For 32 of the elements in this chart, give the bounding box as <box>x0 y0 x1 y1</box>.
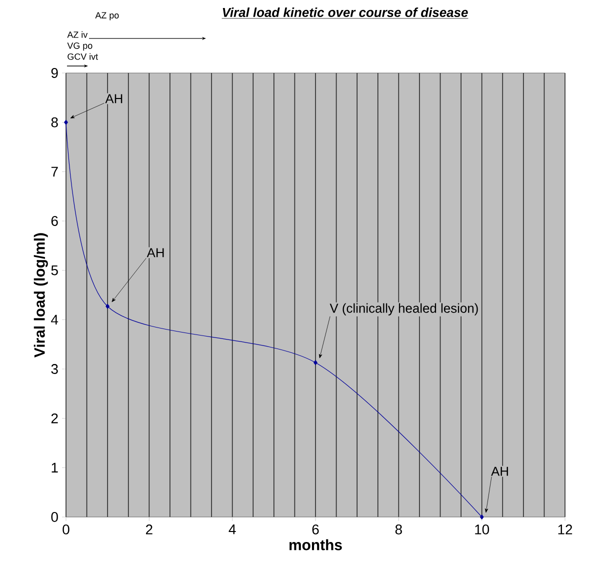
annotation: V (clinically healed lesion) <box>330 303 478 316</box>
point <box>314 360 318 366</box>
text: AZ iv <box>67 31 88 38</box>
text: VG po <box>67 42 92 51</box>
x-tick-label: 8 <box>395 524 402 534</box>
y-axis-title: Viral load (log/ml) <box>34 233 48 358</box>
y-tick-label: 4 <box>51 314 58 324</box>
chart-title: Viral load kinetic over course of disease <box>222 8 468 18</box>
annotation: AH <box>146 248 164 258</box>
y-tick-label: 3 <box>51 364 58 374</box>
text: AZ po <box>95 12 119 20</box>
y-tick-label: 6 <box>51 216 58 226</box>
y-tick-label: 8 <box>51 117 58 128</box>
y-tick-label: 9 <box>51 68 58 78</box>
x-tick-label: 0 <box>62 524 70 534</box>
x-tick-label: 10 <box>475 524 490 534</box>
x-axis-title: months <box>290 539 342 550</box>
annotation: AH <box>105 94 122 104</box>
text: GCV ivt <box>68 53 98 60</box>
annotation: AH <box>491 466 508 476</box>
x-tick-label: 6 <box>312 524 319 534</box>
x-tick-label: 2 <box>146 524 152 534</box>
point <box>480 514 484 520</box>
y-tick-label: 1 <box>52 462 58 472</box>
point <box>64 120 68 125</box>
y-tick-label: 7 <box>51 166 58 176</box>
point <box>106 304 110 309</box>
y-tick-label: 0 <box>51 512 58 522</box>
y-tick-label: 2 <box>51 413 58 424</box>
y-tick-label: 5 <box>51 265 58 276</box>
x-tick-label: 4 <box>228 524 236 534</box>
x-tick-label: 12 <box>558 524 572 534</box>
